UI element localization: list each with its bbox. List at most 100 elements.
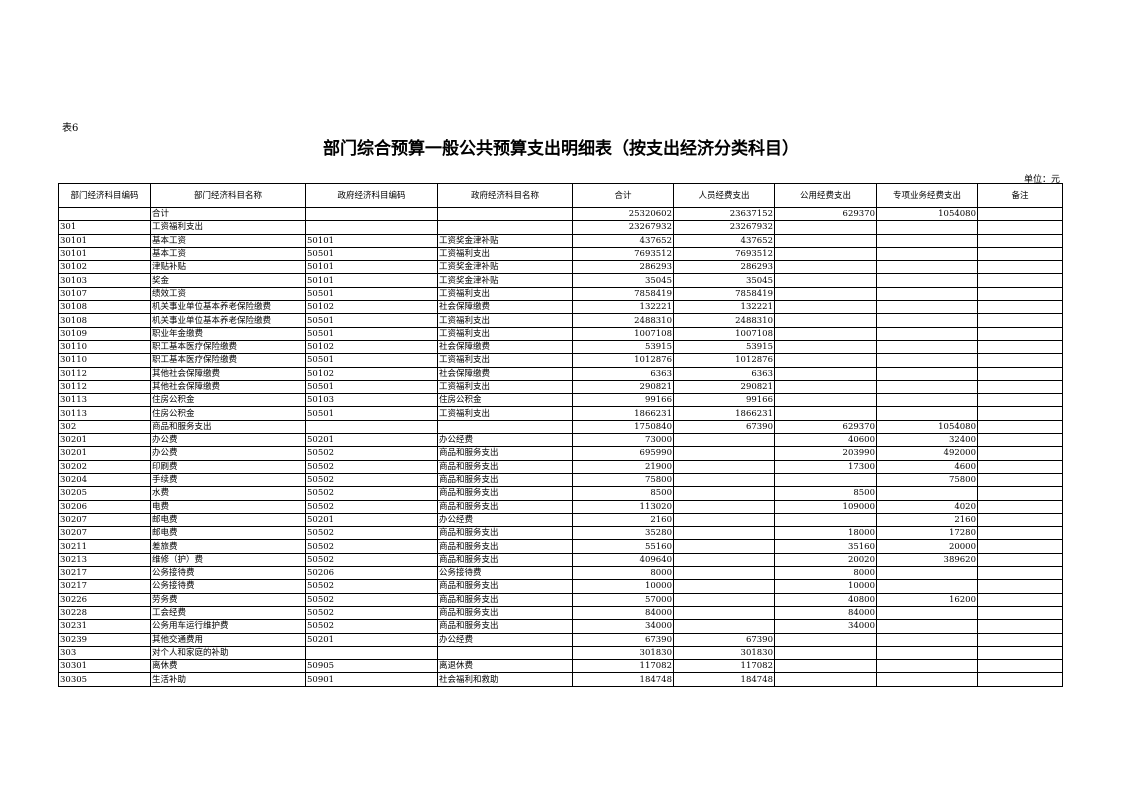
table-row: 30113 住房公积金 50103 住房公积金 99166 99166 bbox=[58, 393, 1063, 408]
cell-total: 84000 bbox=[572, 605, 674, 621]
cell-dept-code: 30207 bbox=[58, 512, 151, 528]
cell-remarks bbox=[977, 366, 1063, 381]
cell-gov-code: 50103 bbox=[305, 393, 438, 408]
cell-personnel: 99166 bbox=[673, 393, 775, 408]
cell-dept-name: 公务接待费 bbox=[150, 566, 306, 581]
cell-total: 7858419 bbox=[572, 286, 674, 302]
cell-total: 184748 bbox=[572, 672, 674, 687]
cell-dept-name: 电费 bbox=[150, 499, 306, 514]
cell-dept-name: 维修（护）费 bbox=[150, 552, 306, 568]
cell-special: 75800 bbox=[876, 472, 978, 488]
table-row: 301 工资福利支出 23267932 23267932 bbox=[58, 220, 1063, 235]
cell-remarks bbox=[977, 220, 1063, 235]
cell-public bbox=[774, 260, 877, 275]
table-row: 30107 绩效工资 50501 工资福利支出 7858419 7858419 bbox=[58, 286, 1063, 302]
cell-gov-code: 50501 bbox=[305, 353, 438, 368]
table-row: 30202 印刷费 50502 商品和服务支出 21900 17300 4600 bbox=[58, 459, 1063, 474]
cell-gov-code: 50502 bbox=[305, 526, 438, 541]
cell-gov-code: 50201 bbox=[305, 632, 438, 647]
cell-gov-code: 50502 bbox=[305, 472, 438, 488]
cell-dept-code: 30217 bbox=[58, 579, 151, 594]
table-row: 302 商品和服务支出 1750840 67390 629370 1054080 bbox=[58, 419, 1063, 435]
cell-remarks bbox=[977, 659, 1063, 674]
cell-personnel bbox=[673, 539, 775, 554]
cell-remarks bbox=[977, 433, 1063, 448]
cell-gov-name bbox=[437, 220, 573, 235]
table-row: 30110 职工基本医疗保险缴费 50501 工资福利支出 1012876 1012876 bbox=[58, 353, 1063, 368]
cell-remarks bbox=[977, 246, 1063, 262]
cell-special: 1054080 bbox=[876, 419, 978, 435]
cell-special bbox=[876, 406, 978, 421]
cell-public bbox=[774, 512, 877, 528]
table-row: 30207 邮电费 50201 办公经费 2160 2160 bbox=[58, 512, 1063, 528]
cell-public bbox=[774, 366, 877, 381]
cell-total: 6363 bbox=[572, 366, 674, 381]
cell-public: 203990 bbox=[774, 446, 877, 461]
cell-dept-code: 30206 bbox=[58, 499, 151, 514]
cell-gov-code: 50501 bbox=[305, 313, 438, 328]
cell-gov-name: 工资福利支出 bbox=[437, 406, 573, 421]
cell-gov-name: 商品和服务支出 bbox=[437, 526, 573, 541]
cell-dept-code: 30101 bbox=[58, 233, 151, 248]
cell-dept-code: 30110 bbox=[58, 353, 151, 368]
cell-public: 40600 bbox=[774, 433, 877, 448]
table-row: 30201 办公费 50502 商品和服务支出 695990 203990 492000 bbox=[58, 446, 1063, 461]
table-row: 30112 其他社会保障缴费 50102 社会保障缴费 6363 6363 bbox=[58, 366, 1063, 381]
cell-dept-code: 30305 bbox=[58, 672, 151, 687]
cell-dept-name: 手续费 bbox=[150, 472, 306, 488]
cell-remarks bbox=[977, 459, 1063, 474]
cell-total: 286293 bbox=[572, 260, 674, 275]
cell-remarks bbox=[977, 645, 1063, 661]
cell-total: 132221 bbox=[572, 300, 674, 315]
cell-gov-name bbox=[437, 645, 573, 661]
cell-dept-name: 绩效工资 bbox=[150, 286, 306, 302]
cell-total: 25320602 bbox=[572, 206, 674, 222]
cell-total: 34000 bbox=[572, 619, 674, 634]
cell-gov-name: 社会保障缴费 bbox=[437, 339, 573, 355]
cell-dept-name: 基本工资 bbox=[150, 246, 306, 262]
cell-gov-code bbox=[305, 645, 438, 661]
cell-dept-name: 奖金 bbox=[150, 273, 306, 288]
table-row: 30305 生活补助 50901 社会福利和救助 184748 184748 bbox=[58, 672, 1063, 687]
cell-dept-name: 差旅费 bbox=[150, 539, 306, 554]
cell-personnel bbox=[673, 526, 775, 541]
cell-dept-code: 30213 bbox=[58, 552, 151, 568]
cell-dept-code: 30226 bbox=[58, 592, 151, 607]
column-header-gov-code: 政府经济科目编码 bbox=[305, 183, 438, 208]
cell-gov-name: 住房公积金 bbox=[437, 393, 573, 408]
cell-personnel: 132221 bbox=[673, 300, 775, 315]
cell-public bbox=[774, 300, 877, 315]
cell-gov-name: 商品和服务支出 bbox=[437, 552, 573, 568]
cell-dept-code bbox=[58, 206, 151, 222]
table-row: 合计 25320602 23637152 629370 1054080 bbox=[58, 206, 1063, 222]
cell-public bbox=[774, 233, 877, 248]
cell-dept-code: 30113 bbox=[58, 406, 151, 421]
cell-dept-code: 302 bbox=[58, 419, 151, 435]
cell-remarks bbox=[977, 446, 1063, 461]
cell-gov-name: 工资福利支出 bbox=[437, 379, 573, 395]
cell-public bbox=[774, 246, 877, 262]
cell-special: 20000 bbox=[876, 539, 978, 554]
table-row: 30226 劳务费 50502 商品和服务支出 57000 40800 16200 bbox=[58, 592, 1063, 607]
cell-total: 2488310 bbox=[572, 313, 674, 328]
cell-personnel: 290821 bbox=[673, 379, 775, 395]
cell-remarks bbox=[977, 379, 1063, 395]
cell-dept-name: 其他社会保障缴费 bbox=[150, 379, 306, 395]
cell-special bbox=[876, 246, 978, 262]
cell-personnel: 67390 bbox=[673, 419, 775, 435]
cell-gov-code: 50502 bbox=[305, 552, 438, 568]
table-row: 30102 津贴补贴 50101 工资奖金津补贴 286293 286293 bbox=[58, 260, 1063, 275]
cell-dept-code: 30228 bbox=[58, 605, 151, 621]
cell-dept-name: 机关事业单位基本养老保险缴费 bbox=[150, 313, 306, 328]
cell-gov-code: 50102 bbox=[305, 300, 438, 315]
cell-remarks bbox=[977, 672, 1063, 687]
table-row: 30101 基本工资 50101 工资奖金津补贴 437652 437652 bbox=[58, 233, 1063, 248]
cell-total: 35280 bbox=[572, 526, 674, 541]
cell-remarks bbox=[977, 526, 1063, 541]
cell-gov-name: 商品和服务支出 bbox=[437, 499, 573, 514]
cell-special bbox=[876, 672, 978, 687]
cell-gov-code: 50101 bbox=[305, 233, 438, 248]
cell-special bbox=[876, 300, 978, 315]
cell-dept-name: 公务用车运行维护费 bbox=[150, 619, 306, 634]
cell-gov-name: 工资福利支出 bbox=[437, 313, 573, 328]
